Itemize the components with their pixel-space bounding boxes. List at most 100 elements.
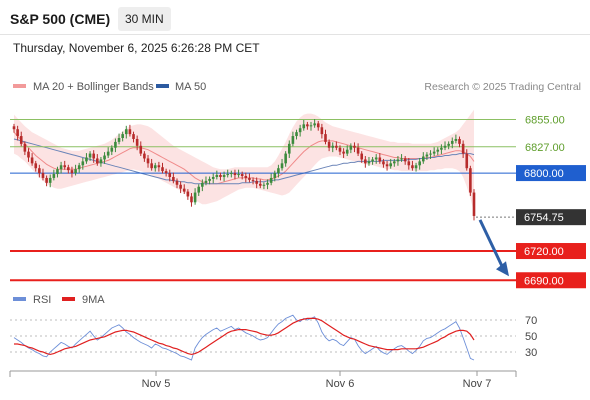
candle-body xyxy=(255,180,258,184)
candle xyxy=(425,152,429,160)
candle-body xyxy=(298,128,302,133)
candle-body xyxy=(135,138,139,146)
candle-body xyxy=(74,169,77,174)
candle xyxy=(34,160,38,172)
candle xyxy=(277,164,280,178)
candle xyxy=(211,173,215,184)
rsi-line xyxy=(13,314,475,361)
candle xyxy=(338,145,342,156)
candle xyxy=(320,123,324,139)
candle-body xyxy=(27,151,30,158)
candle xyxy=(63,160,67,170)
candle-body xyxy=(327,141,331,148)
candle xyxy=(74,164,77,176)
candle xyxy=(273,170,277,182)
candle xyxy=(284,151,287,167)
candle-body xyxy=(150,163,153,169)
candle xyxy=(309,121,313,131)
candle-body xyxy=(157,165,161,168)
candle xyxy=(262,182,266,190)
candle-body xyxy=(440,147,443,150)
rsi-ma-line xyxy=(14,317,475,356)
candle-body xyxy=(345,149,349,154)
candle-body xyxy=(429,153,432,155)
candle xyxy=(407,157,411,170)
level-support: 6690.00 xyxy=(10,272,586,289)
candle xyxy=(139,141,143,157)
candle-body xyxy=(77,165,81,170)
ma50-legend-swatch xyxy=(156,84,169,88)
candle xyxy=(121,131,124,142)
candle xyxy=(146,155,150,168)
candle-body xyxy=(396,159,400,162)
candle xyxy=(197,184,201,196)
candle-body xyxy=(63,165,67,168)
candle-body xyxy=(219,175,222,177)
candle xyxy=(240,171,244,180)
candle xyxy=(59,161,63,174)
candle-body xyxy=(414,165,418,169)
candle-body xyxy=(291,136,295,144)
candle xyxy=(421,152,425,164)
candle xyxy=(429,150,432,159)
candle-body xyxy=(121,134,124,138)
candle xyxy=(327,139,331,152)
candle-body xyxy=(45,177,48,183)
rsi-tick-label: 50 xyxy=(525,331,537,343)
support-tag xyxy=(516,272,586,289)
candle xyxy=(219,172,222,181)
rsi-legend: RSI 9MA xyxy=(13,294,105,306)
candle-body xyxy=(244,176,248,178)
candle xyxy=(92,150,95,163)
candle xyxy=(248,173,251,183)
level-support: 6720.00 xyxy=(10,243,586,260)
candle-body xyxy=(208,178,211,181)
candle xyxy=(70,166,74,178)
candle-body xyxy=(204,180,208,183)
candle-body xyxy=(34,163,38,169)
candle xyxy=(190,193,193,207)
interval-badge[interactable]: 30 MIN xyxy=(118,7,171,31)
candle-body xyxy=(23,143,27,152)
level-resistance: 6827.00 xyxy=(10,142,565,154)
candle xyxy=(349,143,353,154)
candle-body xyxy=(172,176,175,181)
candle-body xyxy=(385,164,389,167)
last-price-tag xyxy=(516,209,586,226)
candle-body xyxy=(251,179,255,181)
candle-body xyxy=(197,186,201,193)
candle xyxy=(244,172,248,183)
timestamp: Thursday, November 6, 2025 6:26:28 PM CE… xyxy=(13,41,260,55)
candle-body xyxy=(454,138,458,141)
candle-body xyxy=(186,191,190,197)
candle-body xyxy=(99,159,103,164)
rsi-panel: 70 50 30 xyxy=(10,314,537,361)
candle-body xyxy=(106,151,110,156)
candle xyxy=(255,177,258,189)
candle-body xyxy=(12,126,16,130)
candle-body xyxy=(193,192,197,203)
candle-body xyxy=(280,163,284,169)
candle xyxy=(269,173,273,186)
candle xyxy=(371,157,374,165)
ma20-legend-label: MA 20 + Bollinger Bands xyxy=(33,81,154,93)
candle-body xyxy=(117,138,121,142)
candle xyxy=(110,145,114,156)
candle xyxy=(450,137,454,149)
x-tick-label: Nov 5 xyxy=(142,378,171,390)
candle xyxy=(132,131,135,143)
candle xyxy=(193,188,197,205)
candle-body xyxy=(269,177,273,183)
candle-body xyxy=(48,177,52,183)
candle xyxy=(85,153,88,164)
candle xyxy=(106,147,110,158)
candle-body xyxy=(30,157,34,164)
candle-body xyxy=(447,143,450,146)
candle xyxy=(443,141,447,151)
candle-body xyxy=(472,192,476,216)
candle-body xyxy=(273,173,277,178)
candle-body xyxy=(403,158,407,162)
candle xyxy=(161,162,164,174)
candle xyxy=(331,142,335,153)
